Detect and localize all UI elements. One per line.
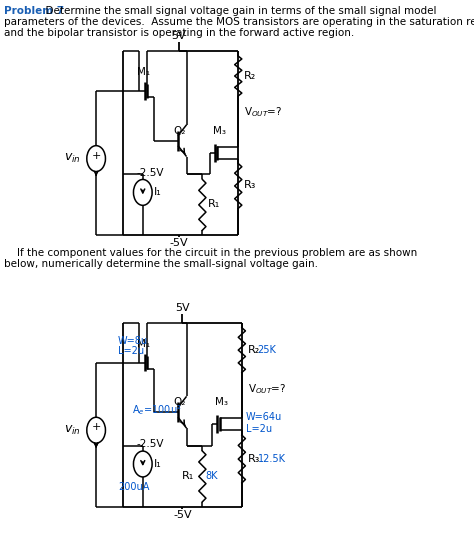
Text: M₃: M₃ [215, 397, 228, 407]
Text: I₁: I₁ [154, 459, 162, 469]
Text: below, numerically determine the small-signal voltage gain.: below, numerically determine the small-s… [4, 259, 318, 269]
Text: M₁: M₁ [137, 67, 150, 77]
Text: M₁: M₁ [137, 339, 150, 349]
Text: +: + [91, 422, 101, 432]
Text: 5V: 5V [175, 303, 190, 313]
Text: -5V: -5V [169, 238, 188, 248]
Text: R₃: R₃ [247, 454, 260, 464]
Text: $v_{in}$: $v_{in}$ [64, 424, 81, 437]
Text: parameters of the devices.  Assume the MOS transistors are operating in the satu: parameters of the devices. Assume the MO… [4, 17, 474, 27]
Text: R₂: R₂ [247, 345, 260, 355]
Text: 12.5K: 12.5K [258, 454, 286, 464]
Text: -5V: -5V [173, 510, 191, 520]
Text: I₁: I₁ [154, 187, 162, 198]
Text: +: + [91, 150, 101, 161]
Text: A$_e$=100u²: A$_e$=100u² [132, 403, 182, 417]
Text: 25K: 25K [258, 345, 276, 355]
Text: R₁: R₁ [182, 471, 194, 481]
Text: 5V: 5V [172, 31, 186, 41]
Text: -2.5V: -2.5V [137, 439, 164, 449]
Text: W=64u: W=64u [246, 412, 283, 422]
Text: R₁: R₁ [208, 199, 220, 210]
Text: Problem 7: Problem 7 [4, 7, 64, 16]
Text: 200uA: 200uA [118, 482, 149, 492]
Text: and the bipolar transistor is operating in the forward active region.: and the bipolar transistor is operating … [4, 28, 355, 38]
Text: L=2u: L=2u [118, 345, 144, 356]
Text: $v_{in}$: $v_{in}$ [64, 152, 81, 165]
Text: R₂: R₂ [244, 71, 256, 81]
Text: V$_{OUT}$=?: V$_{OUT}$=? [247, 382, 286, 396]
Text: L=2u: L=2u [246, 424, 272, 434]
Text: W=8u: W=8u [118, 336, 148, 346]
Text: Q₂: Q₂ [173, 397, 186, 407]
Text: Q₂: Q₂ [173, 125, 186, 136]
Text: V$_{OUT}$=?: V$_{OUT}$=? [244, 105, 283, 119]
Text: -2.5V: -2.5V [137, 167, 164, 178]
Text: If the component values for the circuit in the previous problem are as shown: If the component values for the circuit … [4, 248, 418, 258]
Text: Determine the small signal voltage gain in terms of the small signal model: Determine the small signal voltage gain … [39, 7, 436, 16]
Text: 8K: 8K [205, 471, 218, 481]
Text: M₃: M₃ [213, 125, 226, 136]
Text: R₃: R₃ [244, 180, 256, 191]
